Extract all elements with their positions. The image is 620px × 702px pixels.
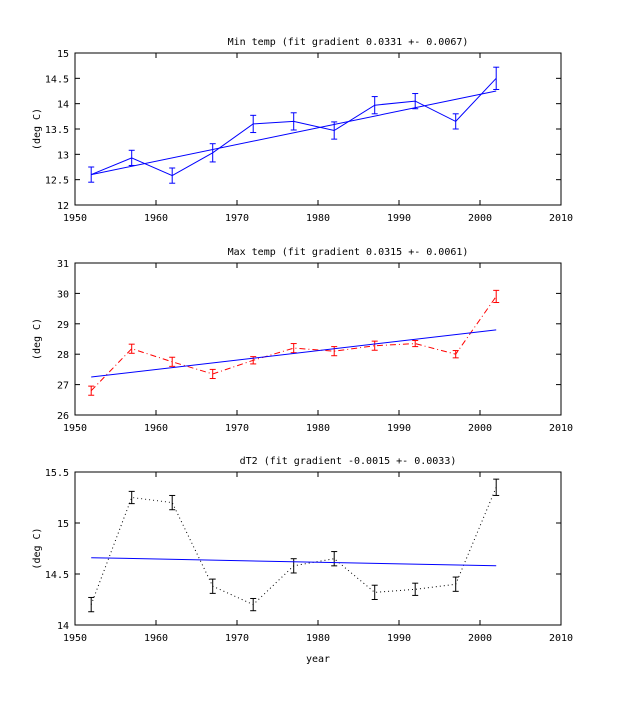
y-tick-label: 14 xyxy=(57,100,69,111)
x-tick-label: 2010 xyxy=(549,423,573,434)
data-line xyxy=(90,487,497,606)
error-bar xyxy=(88,596,95,613)
error-bar xyxy=(88,385,95,396)
y-tick-label: 31 xyxy=(57,259,69,270)
x-tick-label: 1980 xyxy=(306,423,330,434)
x-tick-label: 2010 xyxy=(549,213,573,224)
y-axis-label: (deg C) xyxy=(32,527,43,569)
y-tick-label: 13.5 xyxy=(45,125,69,136)
fit-line xyxy=(91,557,497,567)
x-tick-label: 1990 xyxy=(387,633,411,644)
error-bar xyxy=(128,343,135,354)
error-bar xyxy=(493,66,500,90)
y-tick-label: 12 xyxy=(57,201,69,212)
x-tick-label: 1950 xyxy=(63,213,87,224)
y-tick-label: 14 xyxy=(57,621,69,632)
y-axis-label: (deg C) xyxy=(32,108,43,150)
x-tick-label: 2000 xyxy=(468,213,492,224)
fit-line xyxy=(91,329,497,378)
error-bar xyxy=(371,96,378,115)
x-tick-label: 1960 xyxy=(144,633,168,644)
x-tick-label: 1980 xyxy=(306,633,330,644)
error-bar xyxy=(169,167,176,184)
error-bar xyxy=(209,368,216,380)
y-tick-label: 29 xyxy=(57,320,69,331)
x-axis-label: year xyxy=(306,654,330,665)
error-bar xyxy=(250,597,257,612)
error-bar xyxy=(452,350,459,359)
error-bar xyxy=(412,582,419,596)
chart-panel-3: 1950 1960 1970 1980 1990 2000 2010 14 14.5 15 15.5… xyxy=(32,456,573,665)
error-bar xyxy=(290,343,297,354)
chart-title: Min temp (fit gradient 0.0331 +- 0.0067) xyxy=(228,37,469,48)
x-tick-label: 1990 xyxy=(387,213,411,224)
x-tick-label: 1990 xyxy=(387,423,411,434)
fit-line xyxy=(91,90,497,176)
plot-frame xyxy=(74,471,562,626)
error-bar xyxy=(331,346,338,357)
y-tick-label: 15 xyxy=(57,519,69,530)
chart-panel-2: 1950 1960 1970 1980 1990 2000 2010 26 27 28 29 30 31… xyxy=(32,247,573,434)
x-tick-label: 1960 xyxy=(144,213,168,224)
error-bar xyxy=(412,340,419,348)
y-tick-label: 27 xyxy=(57,381,69,392)
x-tick-label: 1960 xyxy=(144,423,168,434)
y-tick-label: 14.5 xyxy=(45,570,69,581)
error-bar xyxy=(290,112,297,131)
y-tick-label: 26 xyxy=(57,411,69,422)
x-tick-label: 1950 xyxy=(63,633,87,644)
chart-panel-1: 1950 1960 1970 1980 1990 2000 2010 12 12.5 13 13.5… xyxy=(32,37,573,224)
chart-title: Max temp (fit gradient 0.0315 +- 0.0061) xyxy=(228,247,469,258)
y-tick-label: 15.5 xyxy=(45,468,69,479)
error-bar xyxy=(169,356,176,367)
chart-title: dT2 (fit gradient -0.0015 +- 0.0033) xyxy=(240,456,457,467)
plot-frame xyxy=(74,262,562,416)
error-bar xyxy=(169,494,176,511)
error-bar xyxy=(371,340,378,351)
y-tick-label: 12.5 xyxy=(45,176,69,187)
data-line xyxy=(90,296,497,392)
error-bar xyxy=(250,114,257,134)
plot-frame xyxy=(74,52,562,206)
error-bar xyxy=(290,558,297,574)
error-bar xyxy=(209,143,216,163)
y-axis-label: (deg C) xyxy=(32,318,43,360)
x-tick-label: 2000 xyxy=(468,423,492,434)
error-bar xyxy=(209,578,216,594)
x-tick-label: 1980 xyxy=(306,213,330,224)
error-bar xyxy=(412,93,419,110)
error-bar xyxy=(452,113,459,130)
error-bar xyxy=(331,551,338,567)
y-tick-label: 15 xyxy=(57,49,69,60)
y-tick-label: 14.5 xyxy=(45,74,69,85)
y-tick-label: 28 xyxy=(57,350,69,361)
error-bar xyxy=(493,289,500,304)
x-tick-label: 2000 xyxy=(468,633,492,644)
x-tick-label: 2010 xyxy=(549,633,573,644)
error-bar xyxy=(128,149,135,166)
error-bar xyxy=(128,490,135,505)
error-bar xyxy=(493,478,500,496)
error-bar xyxy=(371,584,378,600)
x-tick-label: 1970 xyxy=(225,213,249,224)
x-tick-label: 1970 xyxy=(225,633,249,644)
error-bar xyxy=(452,576,459,592)
y-tick-label: 30 xyxy=(57,289,69,300)
x-tick-label: 1970 xyxy=(225,423,249,434)
x-tick-label: 1950 xyxy=(63,423,87,434)
y-tick-label: 13 xyxy=(57,150,69,161)
